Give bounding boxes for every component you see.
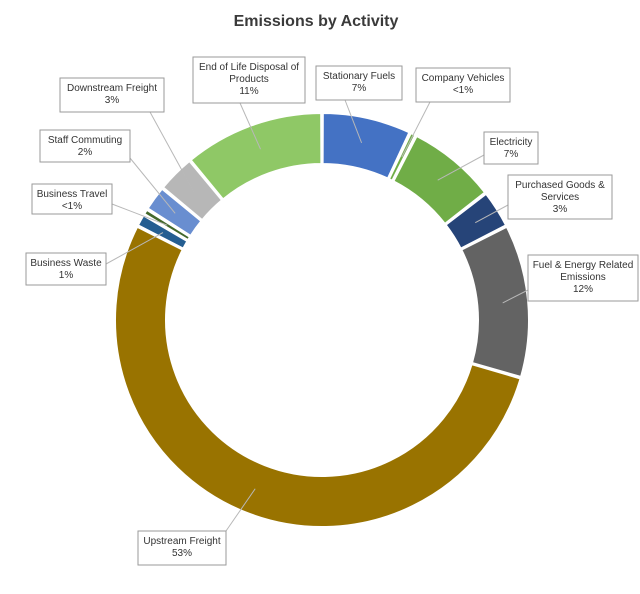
leader-line-end-of-life-disposal-of-products	[239, 102, 261, 150]
leader-line-stationary-fuels	[344, 99, 363, 144]
slice-business-waste	[136, 213, 189, 250]
callout-name: Company Vehicles	[422, 73, 505, 84]
callout-name: Upstream Freight	[143, 536, 220, 547]
callout-box	[507, 174, 613, 220]
callout-value: <1%	[62, 201, 82, 212]
callout-value: <1%	[453, 85, 473, 96]
leader-line-electricity	[437, 154, 485, 181]
callout-company-vehicles: Company Vehicles<1%	[415, 67, 511, 103]
leader-line-fuel-and-energy-related-emissions	[502, 289, 529, 304]
callout-box	[39, 129, 131, 163]
callout-box	[137, 530, 227, 566]
callout-box	[527, 254, 639, 302]
callout-box	[192, 56, 306, 104]
callout-value: 12%	[573, 284, 593, 295]
callout-value: 3%	[553, 204, 568, 215]
callout-name: End of Life Disposal of Products	[199, 62, 299, 85]
slice-purchased-goods-and-services	[444, 192, 508, 250]
callout-business-travel: Business Travel<1%	[31, 183, 113, 215]
callout-name: Downstream Freight	[67, 83, 157, 94]
callout-box	[59, 77, 165, 113]
leader-line-business-waste	[105, 232, 164, 265]
callout-name: Purchased Goods & Services	[515, 180, 605, 203]
slice-electricity	[392, 134, 487, 226]
callout-value: 2%	[78, 147, 93, 158]
leader-line-downstream-freight	[149, 111, 195, 192]
callout-name: Electricity	[490, 137, 533, 148]
leader-line-upstream-freight	[225, 488, 256, 532]
slice-fuel-and-energy-related-emissions	[459, 225, 530, 379]
callout-value: 11%	[239, 86, 258, 97]
callout-value: 7%	[352, 83, 367, 94]
callout-box	[315, 65, 403, 101]
slice-upstream-freight	[114, 225, 522, 528]
callout-value: 53%	[172, 548, 192, 559]
callout-name: Stationary Fuels	[323, 71, 395, 82]
callout-name: Fuel & Energy Related Emissions	[533, 260, 634, 283]
callout-value: 1%	[59, 270, 74, 281]
leader-line-staff-commuting	[129, 157, 176, 214]
callout-value: 7%	[504, 149, 519, 160]
chart-title: Emissions by Activity	[234, 13, 399, 30]
callout-name: Business Waste	[30, 258, 102, 269]
leader-line-purchased-goods-and-services	[475, 204, 509, 224]
callout-box	[483, 131, 539, 165]
callout-name: Business Travel	[37, 189, 108, 200]
callout-box	[25, 252, 107, 286]
callout-box	[415, 67, 511, 103]
callout-name: Staff Commuting	[48, 135, 122, 146]
slice-end-of-life-disposal-of-products	[189, 111, 323, 201]
leader-line-business-travel	[111, 203, 168, 226]
leader-line-company-vehicles	[401, 101, 431, 158]
callout-box	[31, 183, 113, 215]
callout-value: 3%	[105, 95, 120, 106]
